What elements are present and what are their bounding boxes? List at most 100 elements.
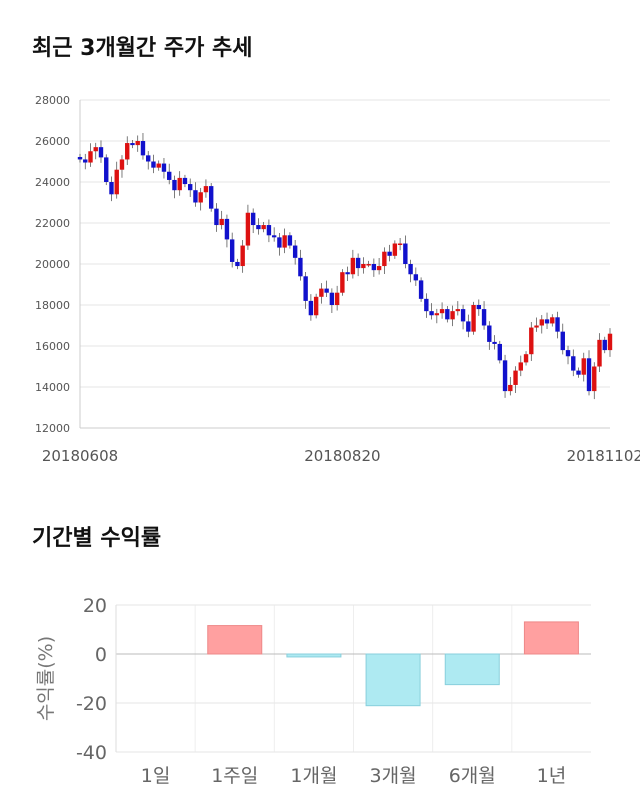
trend-section-title: 최근 3개월간 주가 추세: [32, 36, 253, 61]
candle-body: [397, 243, 403, 245]
return-bar: [207, 625, 263, 655]
candle-body: [172, 179, 177, 191]
candle-body: [277, 237, 282, 248]
candle-body: [156, 163, 161, 168]
candle-body: [560, 331, 565, 351]
stock-candlestick-chart: 12000 14000 16000 18000 20000 22000 24000 26000…: [35, 94, 640, 465]
candle-body: [109, 182, 114, 195]
candle-body: [88, 151, 93, 163]
y-tick-label: 20: [83, 595, 107, 617]
candle-body: [403, 243, 408, 264]
x-tick-label: 20180608: [42, 447, 118, 465]
candle-body: [592, 366, 597, 392]
candle-body: [167, 171, 172, 180]
return-bar: [286, 653, 342, 658]
candle-body: [208, 186, 214, 209]
y-tick-label: -20: [76, 693, 107, 715]
candle-body: [523, 354, 529, 363]
y-tick-label: 18000: [35, 299, 70, 312]
candle-body: [418, 280, 424, 299]
y-axis-label: 수익률(%): [35, 636, 57, 721]
y-tick-label: 24000: [35, 176, 70, 189]
x-tick-label: 20180820: [304, 447, 380, 465]
candle-body: [565, 350, 571, 357]
candle-body: [198, 192, 203, 203]
candle-body: [429, 311, 434, 316]
candle-body: [114, 169, 119, 195]
candle-body: [303, 276, 308, 301]
candle-body: [581, 358, 586, 375]
x-tick-label: 1주일: [211, 765, 258, 787]
candle-body: [324, 288, 329, 293]
candle-body: [518, 362, 523, 371]
candle-body: [250, 212, 256, 226]
candle-body: [607, 333, 613, 351]
candle-body: [355, 257, 361, 269]
candle-body: [130, 143, 135, 146]
candle-body: [319, 288, 324, 297]
candle-body: [376, 266, 382, 271]
candle-body: [555, 317, 560, 332]
candle-body: [460, 309, 466, 322]
y-tick-label: 28000: [35, 94, 70, 107]
candle-body: [382, 251, 387, 267]
candle-body: [287, 235, 293, 246]
candle-body: [602, 339, 607, 351]
candle-body: [104, 157, 109, 182]
candle-body: [98, 147, 104, 158]
candle-body: [371, 264, 377, 271]
x-tick-label: 20181102: [567, 447, 640, 465]
candle-body: [586, 358, 592, 392]
candle-body: [544, 319, 550, 324]
candle-body: [439, 309, 445, 314]
candle-body: [313, 296, 319, 316]
candle-body: [497, 343, 503, 361]
x-tick-label: 1년: [537, 765, 567, 787]
candle-body: [271, 235, 277, 238]
candle-body: [413, 274, 419, 281]
candle-body: [597, 339, 602, 367]
y-tick-label: 14000: [35, 381, 70, 394]
y-tick-label: 22000: [35, 217, 70, 230]
candle-body: [219, 218, 224, 226]
candle-body: [177, 177, 182, 191]
candle-body: [350, 257, 356, 275]
candle-body: [245, 212, 251, 246]
candle-body: [187, 184, 193, 191]
candle-body: [471, 305, 476, 332]
candle-body: [298, 257, 303, 277]
x-tick-label: 3개월: [370, 765, 417, 787]
candle-body: [77, 156, 83, 160]
candle-body: [492, 341, 497, 344]
candle-body: [508, 384, 513, 392]
candle-body: [571, 356, 576, 371]
candle-body: [434, 313, 440, 316]
candle-body: [146, 155, 151, 162]
x-tick-label: 1일: [141, 765, 171, 787]
candle-body: [93, 147, 98, 152]
candle-body: [487, 325, 492, 342]
candle-body: [334, 292, 340, 305]
y-tick-label: 26000: [35, 135, 70, 148]
return-bar: [365, 653, 421, 707]
candle-body: [534, 325, 539, 328]
candle-body: [539, 319, 544, 326]
candle-body: [445, 309, 450, 320]
candle-body: [308, 300, 314, 316]
candle-body: [408, 264, 413, 275]
return-bar: [523, 621, 579, 655]
x-tick-label: 6개월: [449, 765, 496, 787]
candle-body: [261, 225, 266, 230]
candle-body: [502, 360, 508, 392]
y-tick-label: 12000: [35, 422, 70, 435]
candle-body: [392, 243, 398, 256]
candle-body: [240, 245, 245, 267]
candle-body: [161, 163, 167, 172]
candle-body: [125, 143, 130, 160]
returns-section-title: 기간별 수익률: [32, 526, 162, 551]
period-returns-bar-chart: 20 0 -20 -40 1일 1주일 1개월 3개월 6개월 1년 수익률(%): [35, 595, 591, 787]
return-bar: [444, 653, 500, 686]
candle-body: [214, 208, 219, 226]
candle-body: [235, 261, 240, 267]
candle-body: [83, 159, 88, 163]
